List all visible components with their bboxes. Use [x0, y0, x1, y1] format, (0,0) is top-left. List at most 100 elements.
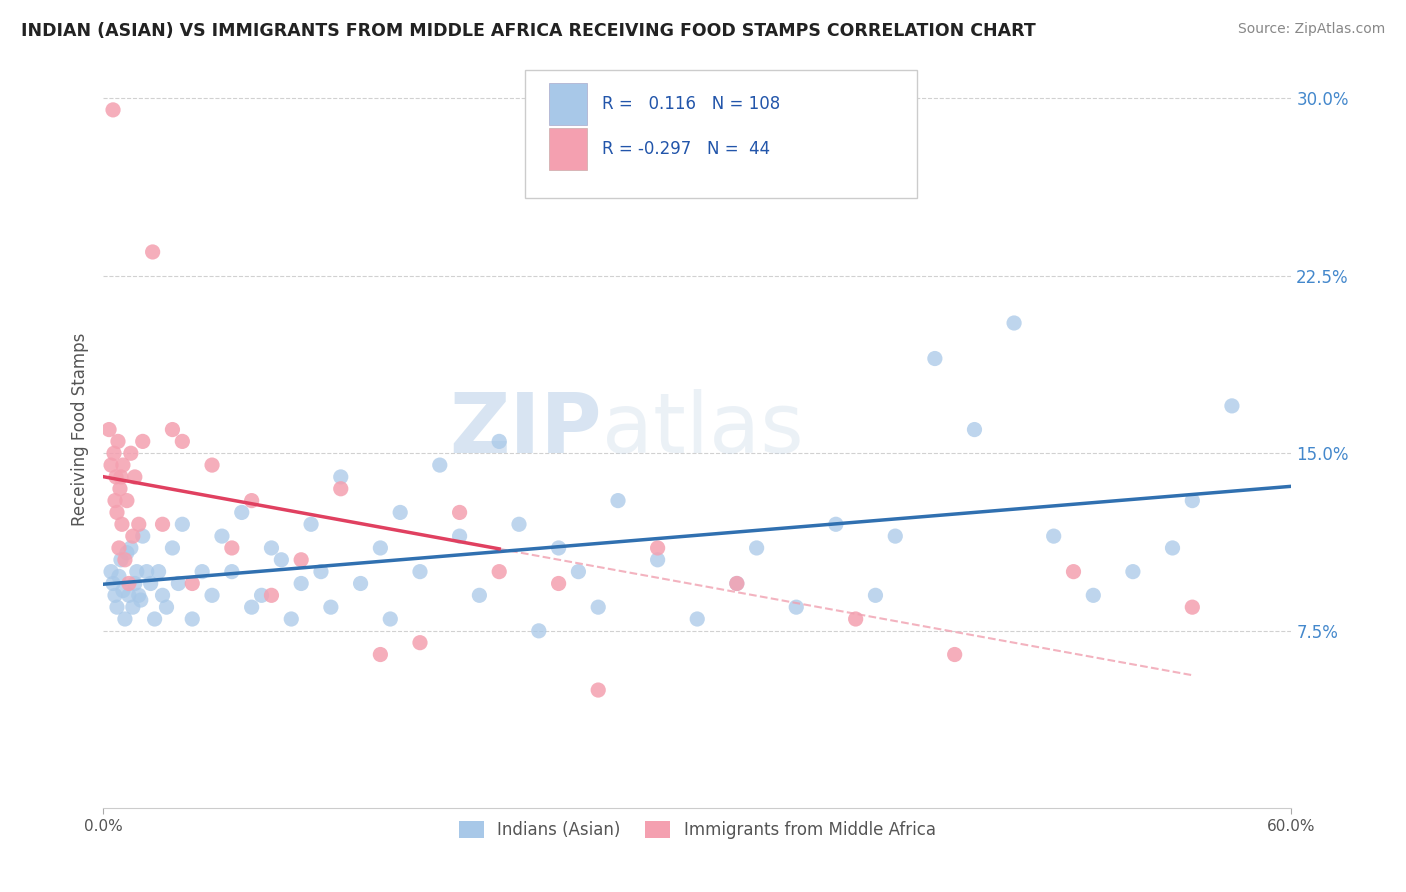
Point — [240, 600, 263, 615]
Point — [103, 446, 125, 460]
Point — [129, 593, 152, 607]
Point — [725, 576, 748, 591]
Point — [132, 434, 155, 449]
Point — [139, 576, 162, 591]
Point — [319, 600, 342, 615]
Point — [115, 493, 138, 508]
Point — [104, 588, 127, 602]
Point — [943, 648, 966, 662]
Point — [329, 482, 352, 496]
Text: ZIP: ZIP — [450, 389, 602, 470]
Text: R =   0.116   N = 108: R = 0.116 N = 108 — [602, 95, 780, 112]
Point — [120, 541, 142, 555]
Point — [299, 517, 322, 532]
Point — [114, 553, 136, 567]
Point — [845, 612, 868, 626]
Point — [221, 565, 243, 579]
Text: INDIAN (ASIAN) VS IMMIGRANTS FROM MIDDLE AFRICA RECEIVING FOOD STAMPS CORRELATIO: INDIAN (ASIAN) VS IMMIGRANTS FROM MIDDLE… — [21, 22, 1036, 40]
Point — [370, 648, 392, 662]
Point — [1220, 399, 1243, 413]
Point — [449, 529, 471, 543]
Point — [191, 565, 214, 579]
Point — [309, 565, 332, 579]
Point — [280, 612, 302, 626]
Point — [380, 612, 402, 626]
Point — [120, 446, 142, 460]
Point — [201, 588, 224, 602]
Point — [110, 470, 132, 484]
Point — [148, 565, 170, 579]
Point — [329, 470, 352, 484]
Point — [231, 505, 253, 519]
Point — [121, 600, 143, 615]
Point — [963, 423, 986, 437]
Point — [290, 576, 312, 591]
Point — [118, 576, 141, 591]
FancyBboxPatch shape — [524, 70, 917, 198]
Point — [865, 588, 887, 602]
Point — [745, 541, 768, 555]
Point — [567, 565, 589, 579]
Point — [108, 541, 131, 555]
Point — [128, 517, 150, 532]
Point — [162, 423, 184, 437]
Point — [181, 612, 204, 626]
Point — [290, 553, 312, 567]
Point — [240, 493, 263, 508]
Point — [449, 505, 471, 519]
Point — [1181, 493, 1204, 508]
Y-axis label: Receiving Food Stamps: Receiving Food Stamps — [72, 333, 89, 526]
Point — [110, 553, 132, 567]
Text: Source: ZipAtlas.com: Source: ZipAtlas.com — [1237, 22, 1385, 37]
Point — [115, 546, 138, 560]
Point — [260, 541, 283, 555]
Point — [370, 541, 392, 555]
Point — [725, 576, 748, 591]
Point — [172, 434, 194, 449]
Point — [128, 588, 150, 602]
Point — [105, 600, 128, 615]
Point — [260, 588, 283, 602]
Point — [547, 576, 569, 591]
Point — [152, 588, 174, 602]
Legend: Indians (Asian), Immigrants from Middle Africa: Indians (Asian), Immigrants from Middle … — [453, 814, 942, 846]
Bar — [548, 128, 586, 170]
Point — [100, 565, 122, 579]
Point — [111, 583, 134, 598]
Text: R = -0.297   N =  44: R = -0.297 N = 44 — [602, 140, 770, 158]
Point — [1002, 316, 1025, 330]
Point — [135, 565, 157, 579]
Point — [143, 612, 166, 626]
Point — [111, 517, 134, 532]
Point — [124, 576, 146, 591]
Point — [1063, 565, 1085, 579]
Point — [132, 529, 155, 543]
Point — [104, 493, 127, 508]
Text: atlas: atlas — [602, 389, 804, 470]
Point — [527, 624, 550, 638]
Point — [98, 423, 121, 437]
Point — [1161, 541, 1184, 555]
Point — [647, 541, 669, 555]
Point — [172, 517, 194, 532]
Point — [152, 517, 174, 532]
Point — [488, 565, 510, 579]
Point — [101, 103, 124, 117]
Point — [162, 541, 184, 555]
Point — [409, 635, 432, 649]
Point — [211, 529, 233, 543]
Point — [105, 505, 128, 519]
Point — [108, 482, 131, 496]
Point — [586, 683, 609, 698]
Point — [125, 565, 148, 579]
Point — [155, 600, 177, 615]
Point — [508, 517, 530, 532]
Point — [785, 600, 807, 615]
Point — [167, 576, 190, 591]
Point — [105, 470, 128, 484]
Point — [884, 529, 907, 543]
Point — [142, 244, 165, 259]
Point — [221, 541, 243, 555]
Point — [824, 517, 846, 532]
Point — [429, 458, 451, 472]
